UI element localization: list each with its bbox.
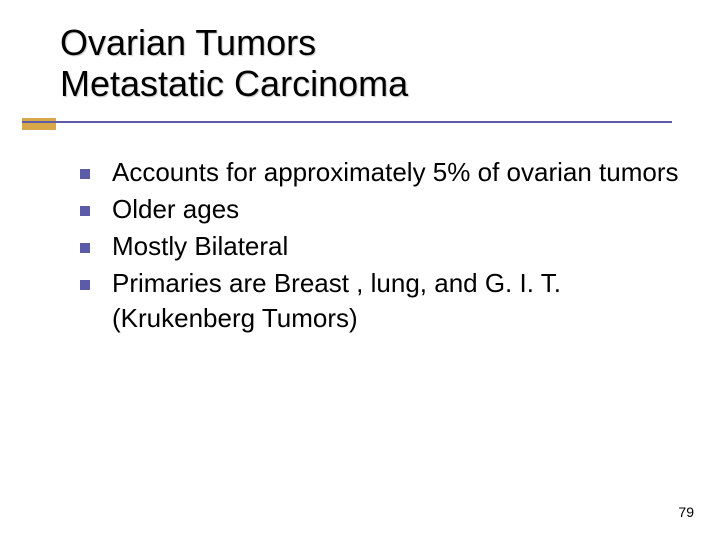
bullet-list: Accounts for approximately 5% of ovarian… (80, 155, 680, 336)
slide-body: Accounts for approximately 5% of ovarian… (80, 155, 680, 338)
list-item: Older ages (80, 192, 680, 227)
bullet-text: Older ages (112, 192, 239, 227)
page-number: 79 (678, 504, 694, 520)
bullet-text: Primaries are Breast , lung, and G. I. T… (112, 266, 680, 336)
bullet-square-icon (80, 169, 90, 179)
bullet-square-icon (80, 280, 90, 290)
title-underline (22, 121, 672, 123)
bullet-square-icon (80, 206, 90, 216)
list-item: Primaries are Breast , lung, and G. I. T… (80, 266, 680, 336)
title-line-2: Metastatic Carcinoma (60, 63, 680, 104)
bullet-square-icon (80, 243, 90, 253)
title-accent-bar (22, 118, 56, 130)
bullet-text: Accounts for approximately 5% of ovarian… (112, 155, 678, 190)
bullet-text: Mostly Bilateral (112, 229, 288, 264)
slide-title: Ovarian Tumors Metastatic Carcinoma (60, 22, 680, 105)
list-item: Accounts for approximately 5% of ovarian… (80, 155, 680, 190)
title-line-1: Ovarian Tumors (60, 22, 680, 63)
list-item: Mostly Bilateral (80, 229, 680, 264)
